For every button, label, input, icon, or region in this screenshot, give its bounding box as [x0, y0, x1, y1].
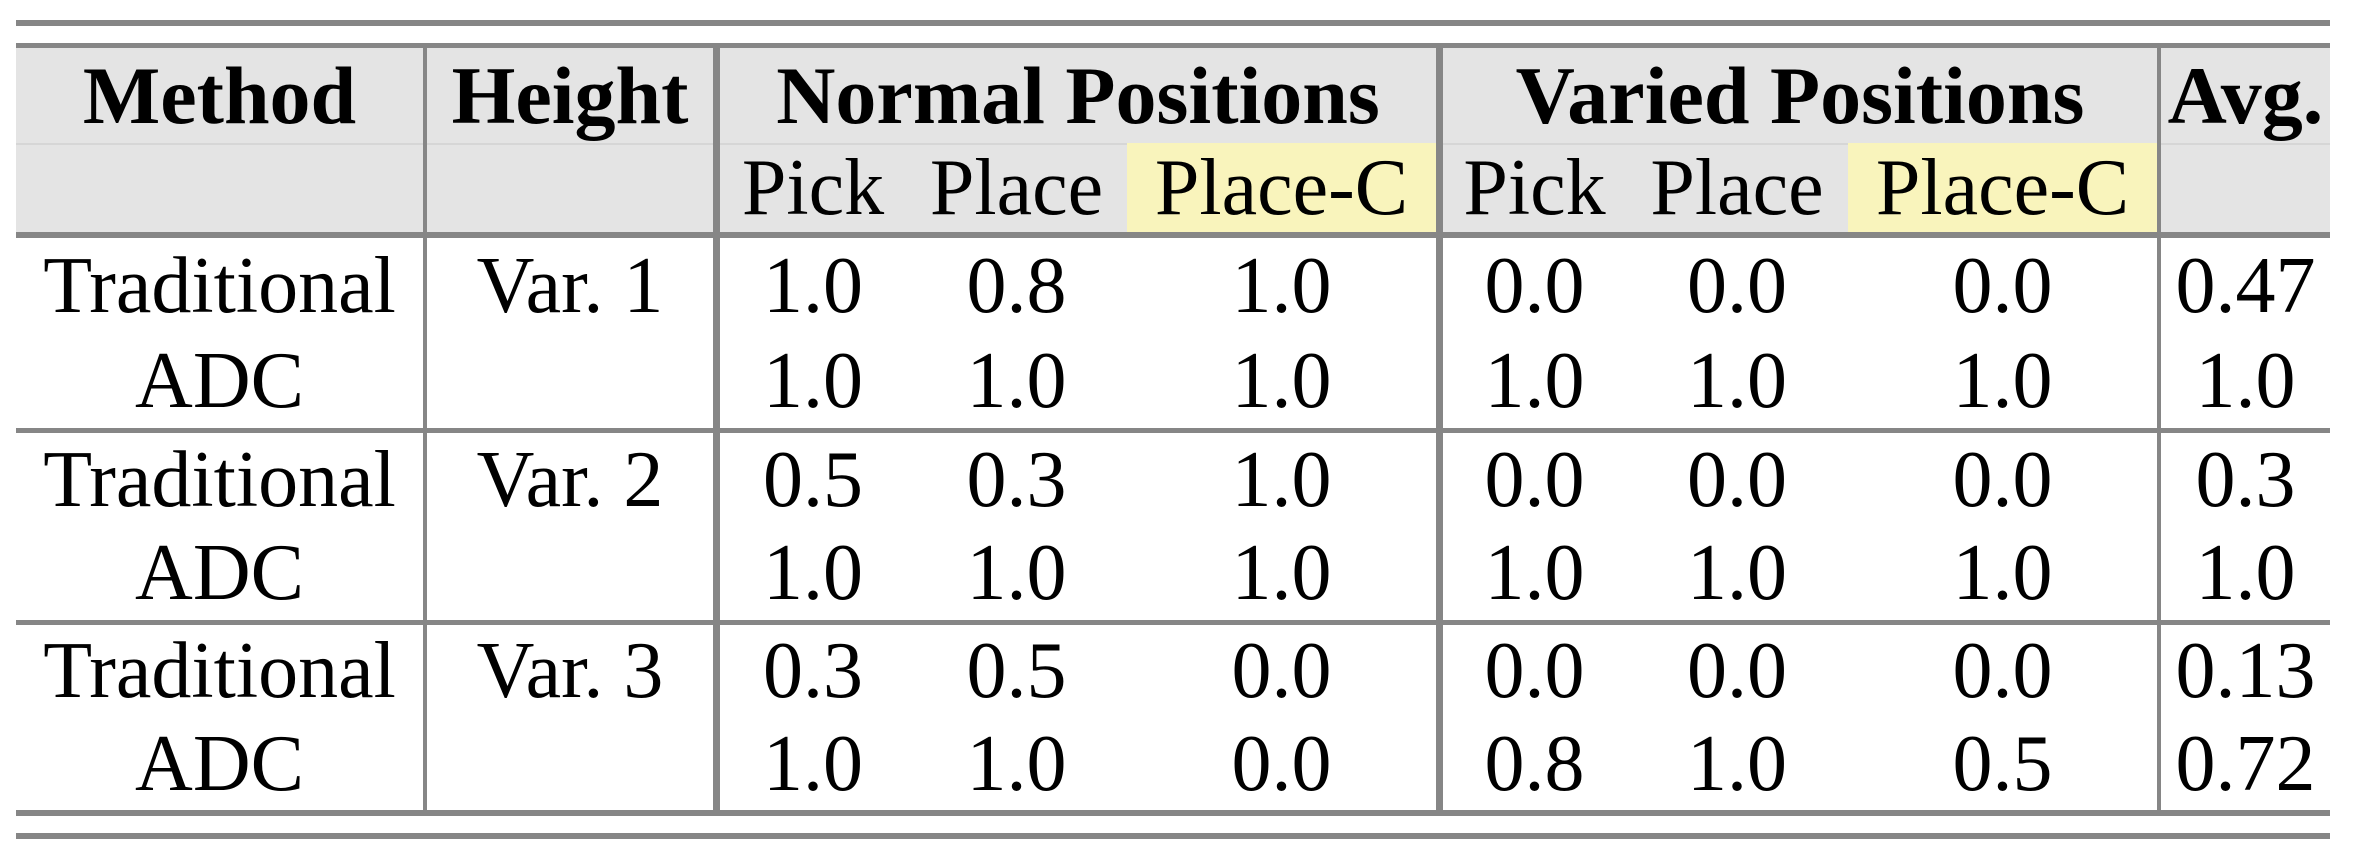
- cell-normal-pick: 0.3: [763, 627, 863, 715]
- cell-height: Var. 3: [476, 627, 664, 715]
- cell-method: ADC: [135, 336, 304, 425]
- cell-avg: 1.0: [2195, 336, 2296, 425]
- top-double-rule-inner: [16, 43, 2330, 48]
- col-header-avg: Avg.: [2167, 49, 2324, 141]
- cell-varied-place: 0.0: [1687, 435, 1787, 524]
- cell-height: Var. 1: [476, 241, 664, 330]
- cell-avg: 0.3: [2195, 435, 2296, 524]
- cell-varied-pick: 1.0: [1484, 336, 1585, 425]
- subcol-header-varied-pick: Pick: [1463, 143, 1606, 232]
- cell-normal-place-c: 1.0: [1231, 241, 1332, 330]
- vertical-separator-height-normal: [713, 48, 720, 810]
- col-header-method: Method: [82, 49, 357, 141]
- vertical-separator-method-height: [423, 48, 427, 810]
- cell-varied-place: 0.0: [1687, 241, 1787, 330]
- top-double-rule-outer: [16, 20, 2330, 26]
- cell-normal-place: 1.0: [966, 336, 1067, 425]
- cell-avg: 0.13: [2175, 627, 2316, 715]
- results-table: Method Height Normal Positions Varied Po…: [16, 48, 2330, 816]
- block-separator-rule-2: [16, 620, 2330, 625]
- cell-avg: 0.47: [2175, 241, 2316, 330]
- cell-varied-pick: 0.0: [1484, 241, 1585, 330]
- cell-varied-pick: 0.0: [1484, 627, 1585, 715]
- cell-varied-place-c: 0.0: [1952, 627, 2053, 715]
- vertical-separator-normal-varied: [1436, 48, 1443, 810]
- cell-normal-place-c: 0.0: [1231, 627, 1332, 715]
- cell-varied-place: 1.0: [1687, 336, 1787, 425]
- cell-height: Var. 2: [476, 435, 664, 524]
- subcol-header-normal-place-c-highlighted: Place-C: [1127, 143, 1436, 232]
- cell-avg: 1.0: [2195, 529, 2296, 617]
- cell-method: Traditional: [43, 627, 396, 715]
- cell-avg: 0.72: [2175, 719, 2316, 808]
- cell-normal-place: 0.5: [966, 627, 1067, 715]
- cell-method: Traditional: [43, 435, 396, 524]
- cell-method: ADC: [135, 529, 304, 617]
- subcol-header-normal-place: Place: [929, 143, 1104, 232]
- bottom-double-rule-outer: [16, 833, 2330, 839]
- cell-normal-pick: 1.0: [763, 529, 863, 617]
- cell-varied-place: 1.0: [1687, 719, 1787, 808]
- cell-normal-place-c: 1.0: [1231, 336, 1332, 425]
- cell-varied-pick: 0.8: [1484, 719, 1585, 808]
- cell-normal-place-c: 1.0: [1231, 529, 1332, 617]
- cell-method: Traditional: [43, 241, 396, 330]
- cell-normal-pick: 1.0: [763, 241, 863, 330]
- cell-normal-place-c: 1.0: [1231, 435, 1332, 524]
- cell-varied-place-c: 0.0: [1952, 241, 2053, 330]
- cell-varied-pick: 1.0: [1484, 529, 1585, 617]
- header-bottom-rule: [16, 232, 2330, 238]
- cell-varied-place-c: 1.0: [1952, 529, 2053, 617]
- cell-normal-pick: 1.0: [763, 336, 863, 425]
- cell-varied-place: 1.0: [1687, 529, 1787, 617]
- subcol-header-varied-place-c-highlighted: Place-C: [1848, 143, 2157, 232]
- cell-normal-pick: 1.0: [763, 719, 863, 808]
- col-group-header-normal-positions: Normal Positions: [776, 49, 1380, 141]
- subcol-header-varied-place: Place: [1650, 143, 1824, 232]
- col-group-header-varied-positions: Varied Positions: [1515, 49, 2085, 141]
- cell-varied-place: 0.0: [1687, 627, 1787, 715]
- cell-normal-pick: 0.5: [763, 435, 863, 524]
- cell-varied-place-c: 0.0: [1952, 435, 2053, 524]
- cell-normal-place: 1.0: [966, 529, 1067, 617]
- cell-normal-place: 1.0: [966, 719, 1067, 808]
- cell-varied-place-c: 1.0: [1952, 336, 2053, 425]
- cell-normal-place-c: 0.0: [1231, 719, 1332, 808]
- subcol-header-normal-pick: Pick: [741, 143, 885, 232]
- cell-method: ADC: [135, 719, 304, 808]
- cell-normal-place: 0.8: [966, 241, 1067, 330]
- cell-normal-place: 0.3: [966, 435, 1067, 524]
- col-header-height: Height: [451, 49, 689, 141]
- cell-varied-pick: 0.0: [1484, 435, 1585, 524]
- cell-varied-place-c: 0.5: [1952, 719, 2053, 808]
- block-separator-rule-1: [16, 428, 2330, 433]
- vertical-separator-varied-avg: [2157, 48, 2161, 810]
